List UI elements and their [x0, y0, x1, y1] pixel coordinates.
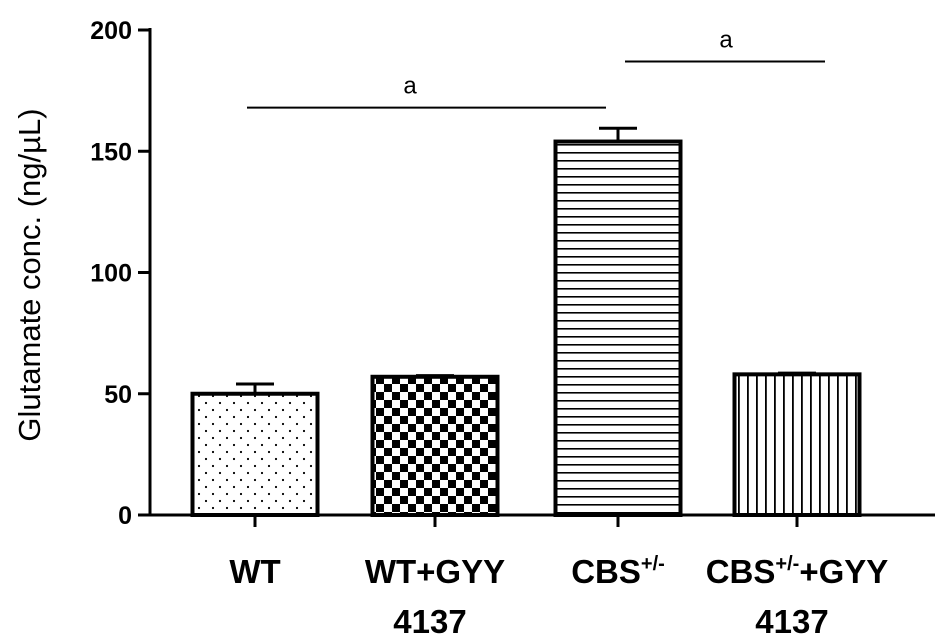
y-tick-label: 0	[118, 502, 132, 530]
category-label-line2: 4137	[755, 603, 828, 640]
bar	[370, 374, 500, 517]
category-label: WT+GYY	[365, 553, 505, 590]
y-tick-label: 100	[90, 260, 132, 288]
category-label-suffix: +GYY	[799, 553, 888, 590]
y-tick-label: 50	[104, 381, 132, 409]
bar	[732, 372, 862, 517]
category-label-superscript: +/-	[641, 553, 665, 575]
y-tick-label: 150	[90, 138, 132, 166]
category-label: CBS+/-+GYY	[706, 553, 889, 590]
category-label: WT	[229, 553, 280, 590]
category-label-main: WT+GYY	[365, 553, 505, 590]
category-label-superscript: +/-	[775, 553, 799, 575]
category-label-main: WT	[229, 553, 280, 590]
y-axis-label: Glutamate conc. (ng/µL)	[12, 108, 47, 441]
category-label-line2: 4137	[393, 603, 466, 640]
category-label-main: CBS	[706, 553, 776, 590]
bar	[553, 139, 683, 518]
category-label: CBS+/-	[571, 553, 665, 590]
significance-label: a	[403, 73, 417, 100]
category-label-main: CBS	[571, 553, 641, 590]
y-tick-label: 200	[90, 17, 132, 45]
bar	[190, 391, 320, 517]
significance-label: a	[719, 27, 733, 54]
